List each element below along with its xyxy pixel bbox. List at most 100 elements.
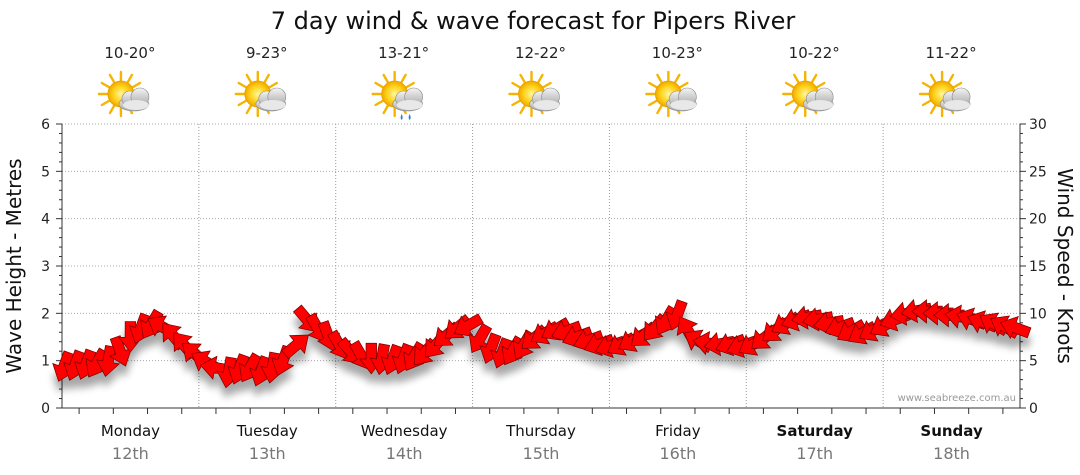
right-tick-label: 20: [1029, 212, 1047, 228]
day-name-label: Friday: [655, 422, 701, 440]
left-tick-label: 3: [41, 259, 50, 275]
cloud-shape: [939, 87, 971, 112]
sun-ray: [784, 99, 796, 107]
sun-ray: [952, 81, 963, 89]
sun-ray: [130, 81, 142, 89]
wind-arrow: [281, 334, 309, 360]
left-tick-label: 4: [41, 212, 50, 228]
sun-ray: [929, 73, 937, 84]
sun-ray: [237, 81, 248, 89]
day-name-label: Tuesday: [236, 422, 298, 440]
sun-cloud-icon: [97, 70, 150, 118]
cloud-fill: [259, 100, 286, 110]
day-name-label: Thursday: [505, 422, 576, 440]
credit-text: www.seabreeze.com.au: [898, 393, 1016, 404]
day-name-label: Monday: [101, 422, 160, 440]
sun-ray: [673, 73, 681, 84]
wind-arrow: [468, 322, 493, 353]
sun-ray: [399, 73, 407, 84]
sun-ray: [511, 81, 522, 89]
daily-forecast-header: 10-20° 9-23° 13-21° 12-22° 10-23° 10-22° 11-22…: [97, 44, 977, 120]
sun-ray: [404, 81, 415, 89]
right-tick-label: 30: [1029, 117, 1047, 133]
right-tick-label: 10: [1029, 306, 1047, 322]
sun-ray: [519, 104, 527, 115]
right-tick-label: 25: [1029, 164, 1047, 180]
cloud-fill: [533, 100, 560, 110]
sun-ray: [237, 99, 248, 107]
right-tick-label: 0: [1029, 401, 1038, 417]
day-date-label: 17th: [796, 444, 833, 463]
rain-drop: [400, 114, 403, 120]
day-date-label: 18th: [933, 444, 970, 463]
sun-ray: [126, 73, 134, 84]
sun-ray: [921, 99, 933, 107]
wind-arrow: [108, 335, 133, 367]
sun-ray: [519, 73, 527, 84]
day-date-label: 12th: [112, 444, 149, 463]
grid-lines: [62, 123, 1020, 408]
sun-ray: [793, 104, 800, 115]
sun-ray: [100, 81, 111, 89]
sun-ray: [678, 81, 689, 89]
sun-cloud-icon: [918, 70, 971, 118]
cloud-fill: [670, 100, 697, 110]
sun-ray: [382, 104, 390, 115]
left-axis-label: Wave Height - Metres: [2, 158, 26, 373]
day-name-label: Sunday: [920, 422, 983, 440]
cloud-shape: [666, 87, 697, 112]
temperature-range-label: 10-22°: [789, 44, 840, 62]
chart-title: 7 day wind & wave forecast for Pipers Ri…: [271, 7, 796, 35]
sun-ray: [263, 73, 270, 84]
cloud-fill: [122, 100, 149, 110]
sun-ray: [921, 81, 933, 89]
temperature-range-label: 11-22°: [926, 44, 977, 62]
sun-cloud-icon: [782, 70, 834, 118]
day-name-label: Saturday: [777, 422, 854, 440]
sun-cloud-icon: [645, 70, 697, 118]
axes: 0 1 2 3 4 5 6 0 5 10 15 20 25 30: [41, 117, 1047, 417]
cloud-fill: [396, 100, 423, 110]
cloud-fill: [944, 100, 971, 110]
day-labels: Monday 12th Tuesday 13th Wednesday 14th Thursd…: [101, 422, 983, 463]
cloud-fill: [807, 100, 834, 110]
left-tick-label: 1: [41, 354, 50, 370]
left-tick-label: 6: [41, 117, 50, 133]
left-tick-label: 0: [41, 401, 50, 417]
cloud-shape: [118, 87, 150, 112]
wind-arrow-series: [52, 298, 1032, 389]
sun-cloud-icon: [508, 70, 560, 118]
cloud-shape: [255, 87, 287, 112]
sun-cloud-rain-icon: [371, 70, 423, 120]
sun-ray: [511, 99, 522, 107]
rain-drop: [408, 114, 411, 120]
sun-ray: [108, 104, 116, 115]
cloud-shape: [529, 87, 560, 112]
sun-ray: [541, 81, 552, 89]
wind-arrow: [453, 313, 484, 337]
temperature-range-label: 10-23°: [652, 44, 703, 62]
sun-ray: [656, 104, 664, 115]
right-tick-label: 15: [1029, 259, 1047, 275]
sun-ray: [815, 81, 826, 89]
day-date-label: 16th: [659, 444, 696, 463]
sun-ray: [245, 73, 253, 84]
temperature-range-label: 10-20°: [104, 44, 155, 62]
right-axis-label: Wind Speed - Knots: [1053, 168, 1077, 364]
sun-ray: [648, 99, 659, 107]
sun-ray: [929, 104, 937, 115]
sun-ray: [382, 73, 390, 84]
sun-ray: [374, 81, 385, 89]
temperature-range-label: 13-21°: [378, 44, 429, 62]
sun-cloud-icon: [234, 70, 287, 118]
wind-arrow: [95, 345, 121, 377]
temperature-range-label: 9-23°: [246, 44, 288, 62]
right-tick-label: 5: [1029, 354, 1038, 370]
sun-ray: [245, 104, 253, 115]
sun-ray: [648, 81, 659, 89]
day-date-label: 14th: [386, 444, 423, 463]
sun-ray: [267, 81, 279, 89]
left-tick-label: 5: [41, 164, 50, 180]
cloud-shape: [392, 87, 423, 120]
